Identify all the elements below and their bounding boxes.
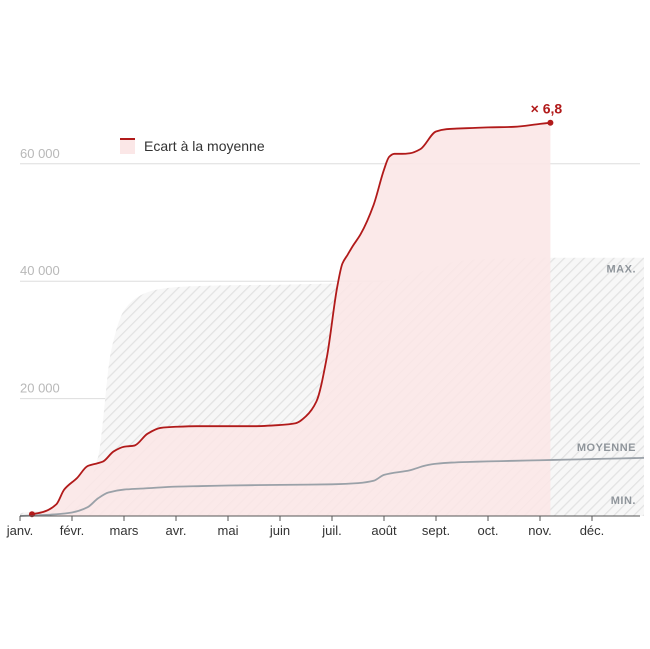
y-tick-label-20000: 20 000 <box>20 381 60 396</box>
series-line-current-year <box>31 121 551 516</box>
x-tick-label-0: janv. <box>6 523 34 538</box>
axis-layer: janv. févr. mars avr. mai juin juil. août sept. o… <box>6 515 640 538</box>
band-label-max: MAX. <box>607 264 637 276</box>
x-tick-label-9: oct. <box>478 523 499 538</box>
label-layer: MAX. MOYENNE MIN. × 6,8 <box>531 101 636 507</box>
y-tick-label-60000: 60 000 <box>20 146 60 161</box>
x-tick-label-1: févr. <box>60 523 85 538</box>
x-tick-label-10: nov. <box>528 523 552 538</box>
x-tick-label-7: août <box>371 523 397 538</box>
band-label-mean: MOYENNE <box>577 442 636 454</box>
series-line-average <box>19 456 645 517</box>
x-tick-label-4: mai <box>218 523 239 538</box>
legend-swatch <box>120 139 135 154</box>
band-label-min: MIN. <box>611 495 636 507</box>
series-end-point <box>547 119 554 126</box>
legend-label: Ecart à la moyenne <box>144 138 265 154</box>
fill-layer <box>31 122 551 517</box>
series-fill-current-year <box>31 122 551 517</box>
y-tick-label-40000: 40 000 <box>20 263 60 278</box>
legend: Ecart à la moyenne <box>120 138 265 154</box>
x-tick-label-11: déc. <box>580 523 605 538</box>
x-tick-label-8: sept. <box>422 523 450 538</box>
x-tick-label-3: avr. <box>166 523 187 538</box>
x-tick-label-2: mars <box>110 523 139 538</box>
x-tick-label-5: juin <box>269 523 290 538</box>
end-annotation: × 6,8 <box>531 101 563 117</box>
x-tick-label-6: juil. <box>321 523 342 538</box>
